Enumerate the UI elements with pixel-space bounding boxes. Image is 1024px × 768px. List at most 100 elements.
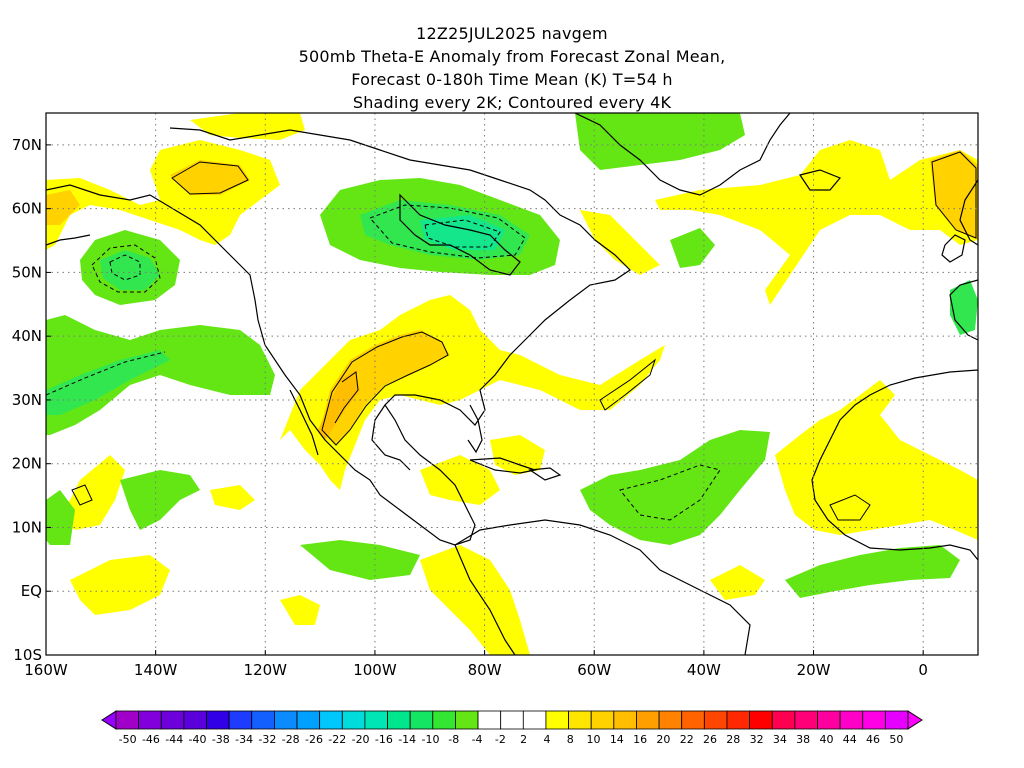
colorbar-label: -50 (119, 733, 137, 746)
colorbar-label: -2 (495, 733, 506, 746)
negative-shading (46, 113, 978, 598)
colorbar-swatch (364, 710, 388, 730)
lat-label: 40N (12, 327, 42, 345)
positive-anomaly-labrador (580, 210, 660, 275)
coastlines (46, 113, 978, 655)
coastline-greenland (574, 113, 791, 196)
lat-label: 60N (12, 200, 42, 218)
colorbar-max-arrow (907, 710, 923, 730)
lat-label: 10S (13, 646, 42, 664)
lon-label: 60W (577, 661, 611, 679)
colorbar-swatch (636, 710, 660, 730)
colorbar-label: 14 (610, 733, 624, 746)
lat-label: 50N (12, 263, 42, 281)
contour-pos-alaska (171, 161, 249, 195)
positive-anomaly-pacific-1 (60, 455, 125, 530)
graticule (46, 113, 978, 655)
colorbar: -50 -46 -44 -40 -38 -34 -32 -28 -26 -22 -20 -16 -14-… (101, 710, 923, 746)
colorbar-swatch (228, 710, 253, 730)
colorbar-swatch (590, 710, 615, 730)
colorbar-label: 38 (796, 733, 810, 746)
colorbar-label: 2 (520, 733, 527, 746)
negative-anomaly-epac (300, 540, 420, 580)
lat-label: 70N (12, 136, 42, 154)
negative-anomaly-pacific-trop (120, 470, 200, 530)
positive-anomaly-pacific-4 (210, 485, 255, 510)
colorbar-label: 50 (889, 733, 903, 746)
colorbar-swatch (862, 710, 886, 730)
colorbar-label: 10 (587, 733, 601, 746)
negative-anomaly-gulf-guinea (785, 545, 960, 598)
positive-contours (71, 151, 977, 521)
lon-label: 120W (244, 661, 288, 679)
colorbar-label: -4 (472, 733, 483, 746)
colorbar-swatch (817, 710, 841, 730)
colorbar-swatch (522, 710, 547, 730)
positive-anomaly-caribbean-2 (490, 435, 545, 475)
contour-pos-pacific (71, 484, 93, 506)
contour-pos-atlantic (599, 358, 657, 411)
contour-neg-ne-pacific (46, 351, 166, 396)
colorbar-label: -20 (352, 733, 370, 746)
colorbar-swatch (703, 710, 728, 730)
positive-anomaly-mexico-max (318, 370, 360, 440)
positive-anomaly-pacific-3 (280, 595, 320, 625)
colorbar-swatch (613, 710, 637, 730)
negative-anomaly-gulf-alaska-strong (100, 250, 160, 290)
colorbar-label: -46 (142, 733, 160, 746)
lon-label: 100W (353, 661, 397, 679)
colorbar-swatch (115, 710, 140, 730)
lon-label: 80W (468, 661, 502, 679)
coastline-florida (467, 404, 483, 454)
positive-anomaly-arctic (190, 113, 305, 140)
negative-anomaly-ne-pacific (46, 315, 275, 435)
colorbar-label: -22 (328, 733, 346, 746)
colorbar-label: -8 (448, 733, 459, 746)
colorbar-swatch (183, 710, 207, 730)
coastline-hispaniola (528, 467, 562, 481)
colorbar-label: 8 (567, 733, 574, 746)
title-line-3: Forecast 0-180h Time Mean (K) T=54 h (351, 70, 673, 89)
colorbar-swatch (884, 710, 909, 730)
colorbar-swatch (251, 710, 275, 730)
positive-anomaly-n-atlantic-strong (930, 150, 978, 240)
coastline-south-america (454, 519, 751, 655)
colorbar-swatch (409, 710, 434, 730)
colorbar-swatch (206, 710, 230, 730)
negative-anomaly-ne-pacific-strong (46, 350, 170, 415)
coastline-europe (949, 179, 978, 341)
anomaly-shading (46, 113, 978, 655)
positive-anomaly-us (280, 295, 665, 490)
lat-label: 20N (12, 455, 42, 473)
colorbar-swatch (432, 710, 456, 730)
title-block: 12Z25JUL2025 navgem 500mb Theta-E Anomal… (0, 22, 1024, 114)
colorbar-label: -40 (189, 733, 207, 746)
colorbar-swatch (794, 710, 818, 730)
lon-label: 140W (134, 661, 178, 679)
lat-label: 10N (12, 518, 42, 536)
coastline-africa (811, 369, 978, 561)
coastline-gulf-of-mexico (371, 404, 411, 471)
title-line-1: 12Z25JUL2025 navgem (416, 24, 608, 43)
negative-anomaly-pacific-trop-2 (46, 490, 75, 545)
title-line-4: Shading every 2K; Contoured every 4K (352, 93, 672, 112)
positive-anomaly-atlantic-south (710, 565, 765, 600)
contour-pos-europe (931, 151, 977, 239)
colorbar-label: -44 (165, 733, 183, 746)
lat-label: 30N (12, 391, 42, 409)
colorbar-swatch (296, 710, 321, 730)
positive-anomaly-caribbean (420, 455, 500, 505)
negative-anomaly-iberia (950, 280, 978, 335)
colorbar-swatch (771, 710, 796, 730)
contour-pos-africa (829, 494, 871, 521)
positive-anomaly-alaska-strong (170, 160, 250, 195)
colorbar-swatch (387, 710, 411, 730)
lon-label: 20W (797, 661, 831, 679)
colorbar-swatch (477, 710, 502, 730)
colorbar-label: -26 (305, 733, 323, 746)
colorbar-label: -10 (421, 733, 439, 746)
colorbar-label: -32 (258, 733, 276, 746)
colorbar-label: 26 (703, 733, 717, 746)
map-frame (45, 112, 979, 656)
positive-anomaly-alaska-west (46, 190, 80, 225)
